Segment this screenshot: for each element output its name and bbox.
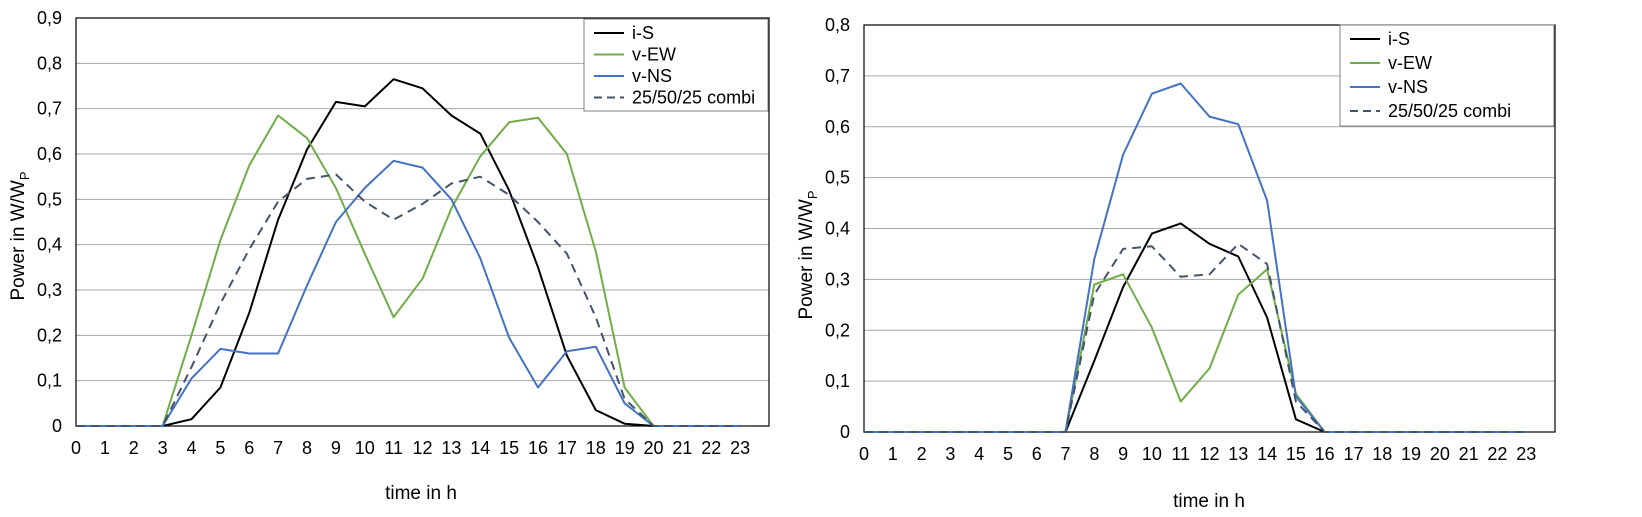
y-tick-label: 0,3	[825, 269, 850, 289]
x-tick-label: 12	[412, 438, 432, 458]
series-line-v-ew	[864, 268, 1527, 433]
x-tick-label: 7	[273, 438, 283, 458]
x-tick-label: 8	[302, 438, 312, 458]
y-axis-label: Power in W/WP	[796, 190, 820, 319]
y-tick-label: 0,7	[37, 99, 62, 119]
y-tick-label: 0	[840, 422, 850, 442]
x-tick-label: 23	[1516, 444, 1536, 464]
y-tick-label: 0,4	[825, 219, 850, 239]
x-tick-label: 19	[1401, 444, 1421, 464]
series-line-i-s	[76, 78, 741, 427]
x-tick-label: 6	[244, 438, 254, 458]
y-tick-label: 0,6	[37, 144, 62, 164]
x-tick-label: 17	[557, 438, 577, 458]
series-line-v-ew	[76, 114, 741, 427]
x-tick-label: 8	[1089, 444, 1099, 464]
series-line-25-50-25-combi	[864, 242, 1527, 433]
x-tick-label: 3	[945, 444, 955, 464]
x-tick-label: 4	[974, 444, 984, 464]
x-tick-label: 9	[1118, 444, 1128, 464]
x-tick-label: 0	[71, 438, 81, 458]
legend-box	[1339, 24, 1555, 127]
series-line-v-ns	[76, 159, 741, 427]
x-tick-label: 17	[1343, 444, 1363, 464]
x-tick-label: 13	[1228, 444, 1248, 464]
x-tick-label: 14	[1257, 444, 1277, 464]
y-tick-label: 0,2	[37, 325, 62, 345]
x-tick-label: 23	[730, 438, 750, 458]
x-tick-label: 16	[1315, 444, 1335, 464]
plot-frame	[863, 24, 1556, 433]
y-tick-label: 0,5	[37, 189, 62, 209]
x-tick-label: 13	[441, 438, 461, 458]
series-line-i-s	[864, 222, 1527, 433]
y-axis-label-sub: P	[17, 171, 32, 180]
y-axis-label: Power in W/WP	[8, 171, 32, 300]
x-axis-label: time in h	[1173, 491, 1245, 512]
plot-frame	[75, 17, 770, 427]
x-tick-label: 22	[1487, 444, 1507, 464]
x-tick-label: 21	[672, 438, 692, 458]
chart-left: Power in W/WP time in h 0 0,1 0,2 0,3 0,4 0,5…	[8, 8, 770, 504]
y-tick-label: 0,8	[825, 15, 850, 35]
y-tick-label: 0,5	[825, 168, 850, 188]
legend-box	[583, 18, 769, 112]
x-tick-label: 22	[701, 438, 721, 458]
legend-label: v-EW	[632, 45, 676, 65]
x-tick-label: 18	[1372, 444, 1392, 464]
x-tick-label: 18	[586, 438, 606, 458]
y-tick-label: 0,2	[825, 320, 850, 340]
y-tick-label: 0,9	[37, 8, 62, 28]
y-tick-label: 0,7	[825, 66, 850, 86]
x-tick-label: 4	[186, 438, 196, 458]
x-axis-label: time in h	[385, 483, 457, 504]
x-tick-label: 10	[1142, 444, 1162, 464]
x-tick-label: 11	[1171, 444, 1190, 464]
y-tick-label: 0,1	[37, 371, 62, 391]
x-tick-label: 15	[499, 438, 519, 458]
x-tick-label: 3	[158, 438, 168, 458]
x-tick-label: 2	[129, 438, 139, 458]
x-tick-label: 7	[1061, 444, 1071, 464]
legend-label: v-NS	[1388, 77, 1428, 97]
x-tick-label: 2	[917, 444, 927, 464]
x-tick-label: 19	[615, 438, 635, 458]
x-tick-label: 21	[1459, 444, 1479, 464]
x-tick-label: 16	[528, 438, 548, 458]
y-axis-label-sub: P	[805, 190, 820, 199]
y-tick-label: 0,8	[37, 53, 62, 73]
x-tick-label: 9	[331, 438, 341, 458]
legend-label: 25/50/25 combi	[632, 88, 755, 108]
y-tick-label: 0,6	[825, 117, 850, 137]
x-tick-label: 12	[1199, 444, 1219, 464]
x-tick-label: 1	[888, 444, 898, 464]
x-tick-label: 5	[1003, 444, 1013, 464]
x-tick-label: 1	[100, 438, 110, 458]
y-axis-label-main: Power in W/W	[8, 180, 29, 300]
y-axis-label-main: Power in W/W	[796, 199, 817, 319]
y-tick-label: 0	[52, 416, 62, 436]
x-tick-label: 20	[643, 438, 663, 458]
x-tick-label: 0	[859, 444, 869, 464]
y-tick-label: 0,4	[37, 235, 62, 255]
x-tick-label: 5	[215, 438, 225, 458]
legend-label: i-S	[632, 23, 654, 43]
x-tick-label: 14	[470, 438, 490, 458]
x-tick-label: 20	[1430, 444, 1450, 464]
x-tick-label: 11	[384, 438, 403, 458]
x-tick-label: 10	[355, 438, 375, 458]
legend-label: v-EW	[1388, 53, 1432, 73]
legend-label: i-S	[1388, 29, 1410, 49]
x-tick-label: 6	[1032, 444, 1042, 464]
series-line-v-ns	[864, 82, 1527, 433]
chart-right: Power in W/WP time in h 0 0,1 0,2 0,3 0,4 0,5…	[796, 15, 1556, 512]
y-tick-label: 0,3	[37, 280, 62, 300]
y-tick-label: 0,1	[825, 371, 850, 391]
legend-label: v-NS	[632, 66, 672, 86]
x-tick-label: 15	[1286, 444, 1306, 464]
legend-label: 25/50/25 combi	[1388, 101, 1511, 121]
series-line-25-50-25-combi	[76, 173, 741, 427]
